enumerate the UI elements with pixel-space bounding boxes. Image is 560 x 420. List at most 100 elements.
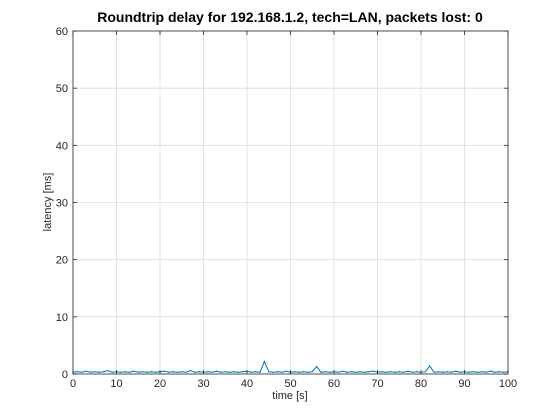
data-point — [124, 371, 126, 373]
data-point — [394, 371, 396, 373]
x-tick-label: 10 — [110, 378, 122, 390]
data-point — [302, 371, 305, 373]
data-point — [381, 371, 383, 373]
data-point — [350, 371, 352, 373]
tick-marks — [72, 30, 509, 375]
y-tick-label: 50 — [56, 83, 68, 95]
data-point — [398, 371, 400, 373]
data-point — [503, 371, 505, 373]
data-point — [128, 371, 131, 373]
data-point — [150, 371, 152, 373]
data-point — [94, 371, 96, 373]
data-point — [411, 371, 413, 373]
data-point — [407, 370, 409, 372]
data-point — [220, 371, 222, 373]
data-point — [337, 371, 339, 373]
data-point — [416, 371, 418, 373]
data-point — [276, 371, 279, 373]
x-axis-label: time [s] — [272, 390, 307, 402]
data-point — [481, 371, 483, 373]
data-point — [476, 371, 479, 373]
data-point — [485, 371, 487, 373]
x-tick-label: 90 — [458, 378, 470, 390]
data-point — [389, 371, 392, 373]
data-point — [429, 365, 431, 367]
data-point — [490, 370, 492, 372]
data-point — [363, 371, 366, 373]
data-point — [320, 371, 322, 373]
data-point — [359, 371, 361, 373]
data-point — [215, 370, 218, 372]
data-point — [233, 371, 235, 373]
data-point — [194, 371, 196, 373]
data-point — [494, 371, 496, 373]
data-point — [255, 371, 257, 373]
data-point — [237, 371, 239, 373]
y-tick-label: 30 — [56, 198, 68, 210]
data-point — [285, 370, 287, 372]
data-point — [472, 371, 474, 373]
y-tick-label: 40 — [56, 140, 68, 152]
data-point — [459, 371, 461, 373]
data-point — [89, 371, 91, 373]
x-tick-label: 20 — [154, 378, 166, 390]
data-point — [263, 360, 265, 363]
data-point — [311, 371, 313, 373]
data-point — [442, 371, 444, 373]
y-tick-label: 60 — [56, 26, 68, 38]
data-point — [229, 371, 231, 373]
x-tick-label: 60 — [328, 378, 340, 390]
data-point — [446, 371, 448, 373]
x-tick-label: 50 — [284, 378, 296, 390]
chart-title: Roundtrip delay for 192.168.1.2, tech=LA… — [97, 9, 483, 25]
data-point — [142, 371, 144, 373]
data-point — [355, 371, 357, 373]
data-point — [424, 371, 426, 373]
data-point — [155, 371, 157, 373]
data-point — [259, 371, 261, 373]
data-point — [368, 371, 370, 373]
data-point — [403, 371, 405, 373]
data-point — [111, 371, 113, 373]
data-point — [294, 371, 296, 373]
data-point — [211, 371, 213, 373]
data-point — [324, 371, 326, 373]
data-point — [242, 371, 244, 373]
data-point — [102, 371, 105, 373]
data-point — [98, 371, 100, 373]
data-point — [329, 371, 331, 373]
data-point — [450, 371, 453, 373]
data-point — [185, 371, 187, 373]
data-point — [342, 370, 344, 372]
data-point — [224, 371, 226, 373]
data-point — [272, 371, 274, 373]
data-point — [346, 371, 348, 373]
data-point — [163, 370, 165, 372]
data-point — [281, 371, 283, 373]
data-point — [498, 371, 500, 373]
data-point — [198, 371, 200, 373]
data-point — [307, 371, 309, 373]
data-point — [455, 370, 457, 372]
data-point — [168, 371, 170, 373]
y-tick-label: 10 — [56, 312, 68, 324]
x-tick-label: 70 — [371, 378, 383, 390]
data-point — [268, 371, 270, 373]
y-tick-label: 20 — [56, 255, 68, 267]
x-tick-label: 0 — [70, 378, 76, 390]
data-point — [85, 370, 87, 372]
data-point — [189, 369, 192, 372]
data-point — [76, 371, 78, 373]
data-point — [146, 371, 148, 373]
x-tick-label: 40 — [241, 378, 253, 390]
data-point — [433, 371, 435, 373]
data-point — [137, 371, 139, 373]
x-tick-label: 30 — [197, 378, 209, 390]
data-point — [176, 371, 178, 373]
data-point — [372, 370, 374, 372]
data-point — [316, 365, 318, 368]
y-tick-label: 0 — [62, 369, 68, 381]
data-point — [298, 371, 300, 373]
data-point — [120, 371, 122, 373]
